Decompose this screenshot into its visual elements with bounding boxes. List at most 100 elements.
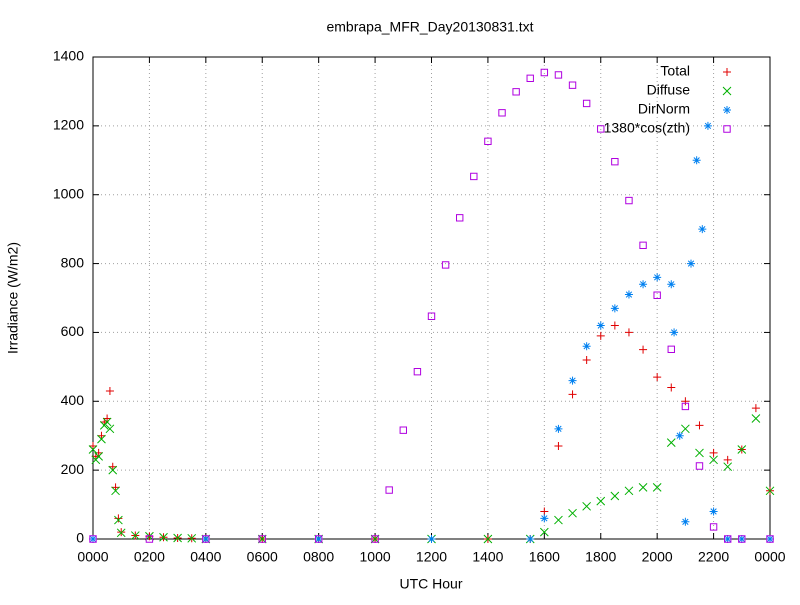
legend-marker xyxy=(723,68,731,76)
x-tick-label: 1800 xyxy=(585,549,616,565)
point xyxy=(610,304,619,313)
point xyxy=(539,527,549,537)
point xyxy=(94,452,103,461)
point xyxy=(202,535,210,543)
point xyxy=(201,535,210,543)
point xyxy=(105,424,115,434)
point xyxy=(709,455,718,465)
point xyxy=(653,273,662,282)
point xyxy=(258,535,266,543)
point xyxy=(723,535,732,543)
point xyxy=(568,508,577,518)
point xyxy=(102,417,112,427)
y-tick-label: 200 xyxy=(61,461,85,477)
point xyxy=(639,241,647,250)
point xyxy=(624,486,634,496)
point xyxy=(667,383,676,392)
x-tick-label: 1200 xyxy=(416,549,447,565)
point xyxy=(108,465,118,475)
point xyxy=(624,328,633,337)
point xyxy=(97,434,106,444)
x-tick-label: 2000 xyxy=(642,549,673,565)
series xyxy=(89,68,774,543)
x-tick-label: 1400 xyxy=(472,549,503,565)
point xyxy=(89,535,97,543)
point xyxy=(766,535,774,543)
point xyxy=(639,345,648,354)
y-axis-label: Irradiance (W/m2) xyxy=(5,242,21,354)
point xyxy=(723,462,733,472)
point xyxy=(470,172,478,181)
x-tick-label: 0200 xyxy=(134,549,165,565)
point xyxy=(596,321,605,330)
y-tick-label: 600 xyxy=(61,323,85,339)
x-tick-label: 2200 xyxy=(698,549,729,565)
point xyxy=(582,342,591,351)
point xyxy=(624,290,633,299)
legend-marker xyxy=(723,106,731,114)
point xyxy=(554,71,563,79)
point xyxy=(639,280,648,289)
point xyxy=(526,535,535,543)
point xyxy=(695,462,704,470)
point xyxy=(159,532,168,542)
point xyxy=(484,137,492,146)
point xyxy=(766,535,774,543)
point xyxy=(554,515,563,525)
point xyxy=(111,486,120,496)
point xyxy=(257,534,267,544)
point xyxy=(111,483,120,492)
point xyxy=(653,291,661,299)
point xyxy=(103,414,112,423)
x-tick-label: 1600 xyxy=(529,549,560,565)
point xyxy=(88,445,98,454)
y-tick-label: 400 xyxy=(61,392,85,408)
x-tick-label: 0000 xyxy=(754,549,785,565)
point xyxy=(653,373,662,382)
point xyxy=(596,331,605,340)
point xyxy=(596,496,606,506)
x-tick-label: 1000 xyxy=(360,549,391,565)
point xyxy=(681,517,690,526)
legend-label: 1380*cos(zth) xyxy=(604,120,690,136)
point xyxy=(738,535,746,543)
point xyxy=(703,121,712,130)
point xyxy=(314,535,323,543)
point xyxy=(681,402,690,411)
point xyxy=(97,431,106,440)
point xyxy=(666,438,676,447)
point xyxy=(413,367,422,376)
point xyxy=(568,390,577,399)
x-tick-label: 0400 xyxy=(190,549,221,565)
y-tick-label: 1000 xyxy=(53,185,84,201)
point xyxy=(709,523,718,531)
point xyxy=(695,421,704,430)
point xyxy=(187,533,197,543)
point xyxy=(652,483,662,492)
point xyxy=(173,533,182,543)
point xyxy=(667,345,675,353)
point xyxy=(709,507,718,516)
x-tick-label: 0600 xyxy=(247,549,278,565)
point xyxy=(540,68,549,77)
point xyxy=(114,515,123,525)
point xyxy=(108,462,117,471)
point xyxy=(105,386,114,395)
point xyxy=(399,426,407,434)
point xyxy=(681,424,690,434)
point xyxy=(512,88,520,96)
legend-label: Diffuse xyxy=(647,82,691,98)
point xyxy=(737,535,746,543)
point xyxy=(568,376,577,385)
series xyxy=(89,121,774,543)
point xyxy=(610,321,619,330)
point xyxy=(751,414,761,423)
point xyxy=(370,534,380,544)
point xyxy=(371,535,379,543)
point xyxy=(611,157,619,166)
point xyxy=(441,261,450,269)
legend-marker xyxy=(722,86,732,96)
point xyxy=(698,225,707,234)
point xyxy=(692,156,701,165)
point xyxy=(582,355,591,364)
